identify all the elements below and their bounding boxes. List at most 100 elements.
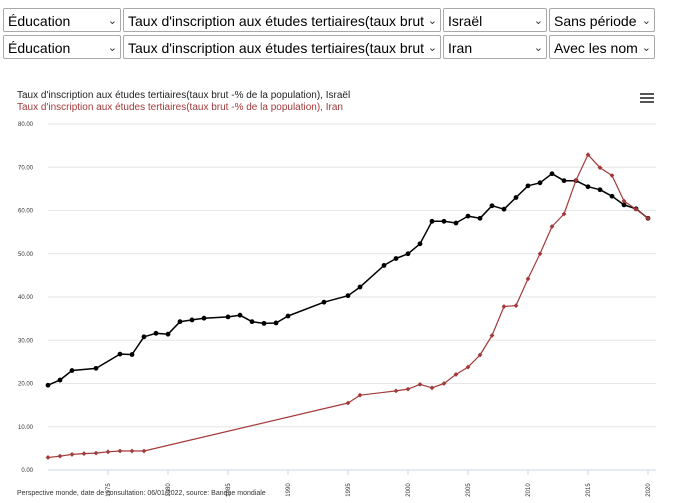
data-point-israel bbox=[429, 218, 435, 224]
period-select[interactable]: Sans période ⌄ bbox=[549, 8, 655, 32]
chevron-down-icon: ⌄ bbox=[107, 42, 117, 54]
data-point-iran bbox=[501, 304, 507, 309]
data-point-iran bbox=[417, 381, 423, 387]
legend-label-iran: Taux d'inscription aux études tertiaires… bbox=[17, 102, 343, 113]
y-tick-label: 60.00 bbox=[18, 209, 34, 215]
data-point-iran bbox=[129, 448, 135, 454]
data-point-iran bbox=[429, 385, 435, 391]
data-point-israel bbox=[645, 215, 651, 221]
data-point-israel bbox=[453, 220, 459, 226]
data-point-iran bbox=[621, 198, 627, 204]
data-point-iran bbox=[573, 177, 579, 183]
data-point-israel bbox=[261, 320, 267, 326]
data-point-israel bbox=[513, 195, 519, 200]
data-point-israel bbox=[357, 284, 363, 290]
data-point-israel bbox=[525, 183, 531, 189]
data-point-iran bbox=[441, 381, 447, 386]
data-point-israel bbox=[501, 206, 507, 212]
y-tick-label: 50.00 bbox=[18, 252, 34, 258]
data-point-israel bbox=[585, 184, 591, 190]
data-point-israel bbox=[573, 178, 579, 184]
category-select-2[interactable]: Éducation ⌄ bbox=[3, 35, 121, 59]
x-tick-label: 1990 bbox=[286, 483, 292, 497]
data-point-israel bbox=[201, 315, 207, 321]
legend-label-israel: Taux d'inscription aux études tertiaires… bbox=[17, 90, 351, 101]
data-point-iran bbox=[525, 276, 531, 282]
country-select-2-value: Iran bbox=[448, 40, 473, 56]
x-tick-label: 2000 bbox=[406, 483, 412, 497]
indicator-select-1-value: Taux d'inscription aux études tertiaires… bbox=[128, 13, 424, 29]
data-point-israel bbox=[405, 251, 411, 257]
category-select-2-value: Éducation bbox=[8, 40, 71, 56]
data-point-israel bbox=[153, 330, 159, 336]
data-point-iran bbox=[489, 333, 495, 338]
labels-select-value: Avec les noms de bbox=[554, 40, 638, 56]
data-point-israel bbox=[57, 377, 63, 383]
indicator-select-1[interactable]: Taux d'inscription aux études tertiaires… bbox=[123, 8, 441, 32]
data-point-israel bbox=[441, 218, 447, 224]
data-point-israel bbox=[285, 313, 291, 319]
chevron-down-icon: ⌄ bbox=[533, 42, 543, 54]
data-point-iran bbox=[105, 449, 111, 455]
data-point-israel bbox=[417, 241, 423, 247]
data-point-iran bbox=[117, 448, 123, 454]
data-point-iran bbox=[45, 455, 51, 460]
data-point-iran bbox=[537, 251, 543, 257]
data-point-israel bbox=[117, 351, 123, 357]
data-point-iran bbox=[93, 450, 99, 456]
chevron-down-icon: ⌄ bbox=[107, 15, 117, 27]
series-line-israel bbox=[47, 172, 649, 386]
data-point-israel bbox=[129, 352, 135, 357]
y-tick-label: 10.00 bbox=[18, 425, 34, 431]
data-point-iran bbox=[549, 224, 555, 229]
chevron-down-icon: ⌄ bbox=[427, 15, 437, 27]
data-point-israel bbox=[549, 171, 555, 177]
data-point-israel bbox=[633, 206, 639, 212]
x-tick-label: 1995 bbox=[346, 483, 352, 497]
data-point-israel bbox=[165, 331, 171, 337]
y-tick-label: 80.00 bbox=[18, 122, 34, 128]
data-point-iran bbox=[141, 448, 147, 454]
legend-series-israel[interactable]: Taux d'inscription aux études tertiaires… bbox=[17, 90, 350, 101]
y-tick-label: 20.00 bbox=[18, 382, 34, 388]
labels-select[interactable]: Avec les noms de ⌄ bbox=[549, 35, 655, 59]
chevron-down-icon: ⌄ bbox=[641, 42, 651, 54]
hamburger-menu-icon[interactable] bbox=[640, 91, 654, 105]
data-point-israel bbox=[489, 203, 495, 209]
data-point-iran bbox=[345, 400, 351, 406]
data-point-iran bbox=[81, 451, 87, 456]
chevron-down-icon: ⌄ bbox=[641, 15, 651, 27]
data-point-iran bbox=[405, 386, 411, 392]
country-select-1-value: Israël bbox=[448, 13, 483, 29]
data-point-iran bbox=[597, 165, 603, 171]
data-point-israel bbox=[321, 299, 327, 305]
x-tick-label: 2005 bbox=[466, 483, 472, 497]
data-point-israel bbox=[537, 180, 543, 186]
category-select-1[interactable]: Éducation ⌄ bbox=[3, 8, 121, 32]
data-point-israel bbox=[141, 334, 147, 340]
y-tick-label: 40.00 bbox=[18, 295, 34, 301]
indicator-select-2[interactable]: Taux d'inscription aux études tertiaires… bbox=[123, 35, 441, 59]
data-point-iran bbox=[465, 364, 471, 370]
data-point-iran bbox=[633, 206, 639, 212]
y-tick-label: 70.00 bbox=[18, 165, 34, 171]
data-point-iran bbox=[393, 388, 399, 394]
data-point-iran bbox=[585, 152, 591, 158]
legend-series-iran[interactable]: Taux d'inscription aux études tertiaires… bbox=[17, 102, 343, 113]
data-point-iran bbox=[513, 303, 519, 309]
data-point-israel bbox=[69, 368, 75, 373]
source-footer: Perspective monde, date de consultation:… bbox=[17, 490, 266, 497]
y-tick-label: 30.00 bbox=[18, 338, 34, 344]
country-select-1[interactable]: Israël ⌄ bbox=[443, 8, 547, 32]
data-point-israel bbox=[621, 202, 627, 208]
period-select-value: Sans période bbox=[554, 13, 637, 29]
series-line-iran bbox=[47, 154, 649, 459]
country-select-2[interactable]: Iran ⌄ bbox=[443, 35, 547, 59]
data-point-iran bbox=[57, 453, 63, 459]
data-point-israel bbox=[609, 193, 615, 199]
data-point-israel bbox=[345, 293, 351, 299]
data-point-israel bbox=[561, 178, 567, 184]
x-tick-label: 2020 bbox=[646, 483, 652, 497]
x-tick-label: 2015 bbox=[586, 483, 592, 497]
